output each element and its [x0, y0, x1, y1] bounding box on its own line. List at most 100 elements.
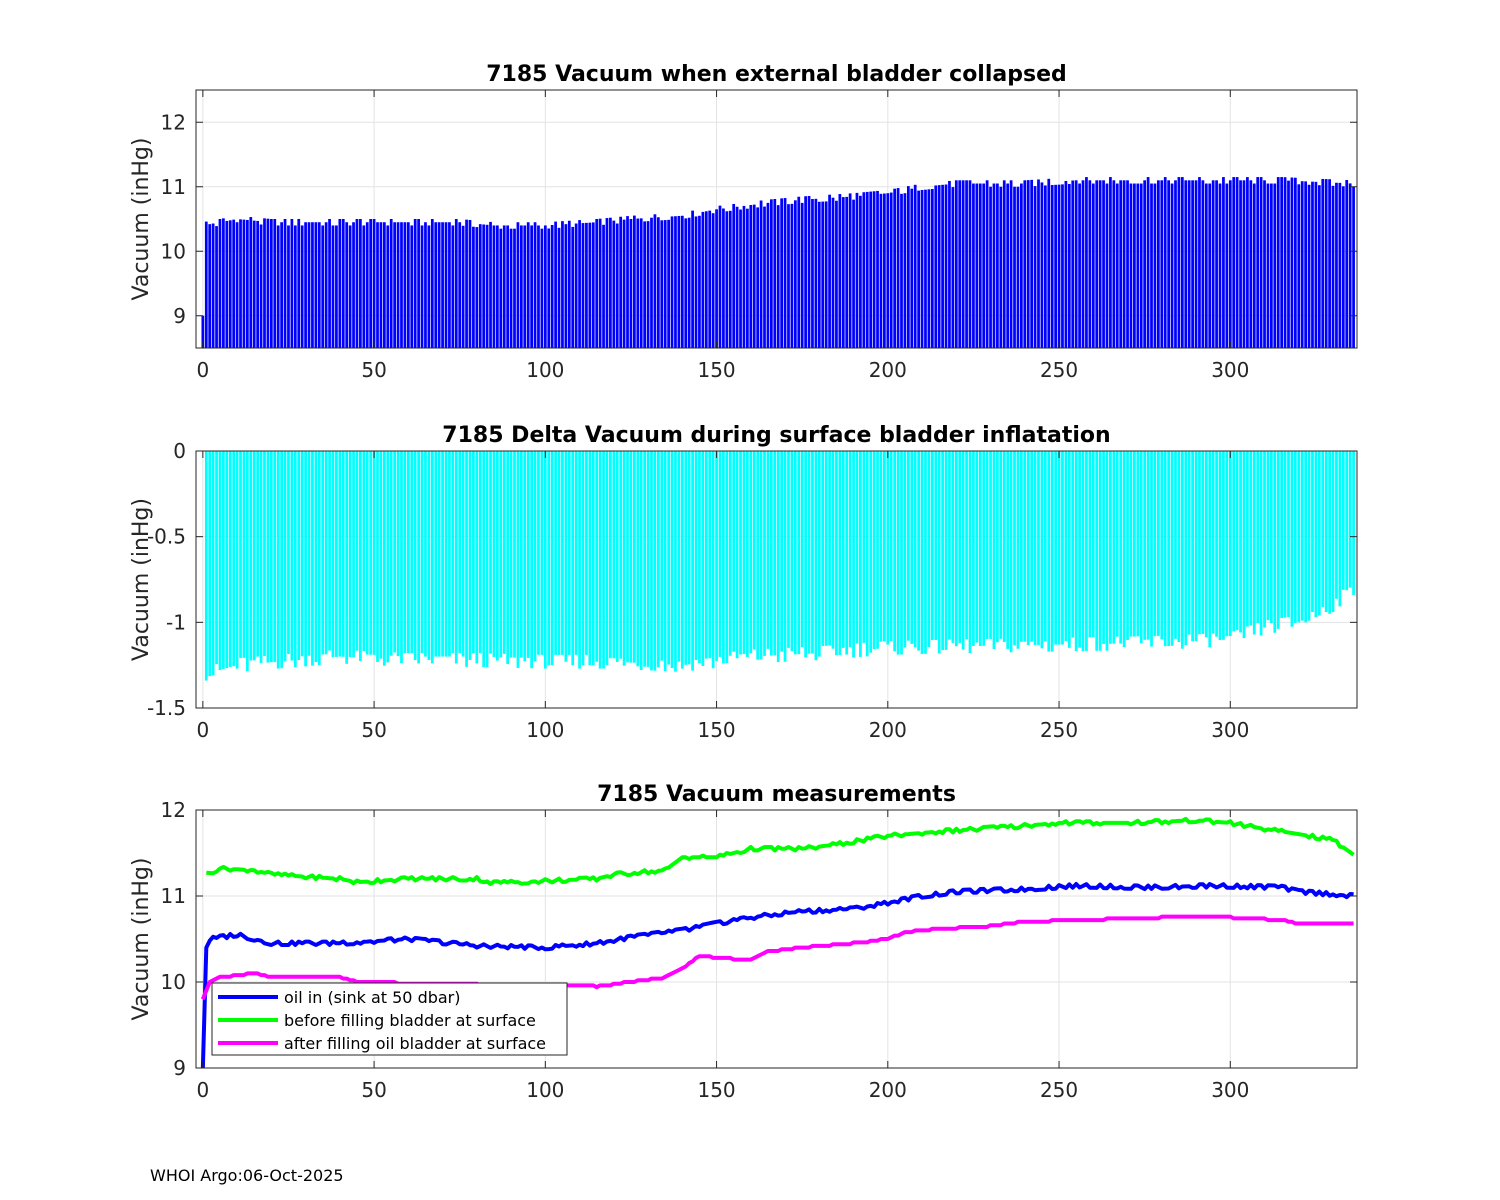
- bar: [1263, 451, 1266, 628]
- bar: [824, 451, 828, 646]
- bar: [1133, 183, 1136, 348]
- x-tick-label: 300: [1211, 1078, 1249, 1102]
- bar: [989, 186, 992, 348]
- bar: [814, 451, 818, 661]
- chart-vacuum-collapsed: 0 50 100 150 200 250 300 9 10 11 12 7185 Vacuum whe…: [129, 62, 1358, 382]
- bar: [420, 451, 424, 654]
- axes-frame: [195, 89, 1358, 349]
- bar: [855, 451, 859, 644]
- bar: [451, 451, 455, 654]
- bar: [1119, 180, 1123, 348]
- bar: [886, 451, 890, 645]
- bar: [954, 451, 958, 647]
- bar: [591, 451, 595, 666]
- bar: [1095, 451, 1099, 651]
- legend-label: after filling oil bladder at surface: [284, 1034, 546, 1053]
- bar: [331, 451, 335, 658]
- bar: [865, 191, 869, 348]
- bar: [859, 451, 862, 657]
- bar: [1112, 180, 1116, 348]
- bar: [1184, 180, 1188, 348]
- bar: [1249, 180, 1253, 348]
- bar: [1280, 177, 1284, 348]
- x-tick-label: 250: [1040, 718, 1078, 742]
- bar: [841, 451, 845, 648]
- bar: [482, 224, 486, 348]
- bar: [269, 219, 273, 348]
- bar: [1228, 180, 1232, 348]
- x-tick-label: 150: [697, 1078, 735, 1102]
- bar: [1283, 177, 1287, 348]
- bar: [633, 451, 636, 663]
- bar: [1218, 451, 1222, 640]
- bar: [876, 451, 879, 649]
- bar: [561, 221, 564, 348]
- bar: [1246, 177, 1249, 348]
- bar: [1348, 183, 1352, 348]
- bar: [1071, 451, 1075, 638]
- bar: [1270, 451, 1273, 624]
- bar: [314, 451, 318, 663]
- bar: [554, 221, 557, 348]
- bar: [965, 451, 968, 640]
- bar: [232, 219, 236, 348]
- bar: [263, 451, 266, 657]
- bar: [817, 201, 821, 348]
- bar: [513, 451, 516, 658]
- bar: [663, 451, 667, 672]
- y-tick-label: 9: [173, 1056, 186, 1080]
- bar: [1088, 451, 1092, 638]
- bar: [776, 205, 780, 348]
- bar: [406, 222, 410, 348]
- bar: [787, 451, 790, 648]
- bar: [1300, 181, 1304, 348]
- bar: [746, 208, 749, 348]
- bar: [1180, 177, 1184, 348]
- bar: [1341, 186, 1345, 348]
- x-tick-label: 50: [361, 1078, 386, 1102]
- bar: [242, 219, 246, 348]
- bar: [790, 451, 794, 652]
- bar: [543, 225, 547, 348]
- bar: [1143, 180, 1147, 348]
- bar: [437, 222, 441, 348]
- bar: [372, 451, 376, 655]
- bar: [259, 451, 263, 664]
- bar: [848, 193, 852, 348]
- bar: [1047, 178, 1051, 348]
- bar: [461, 451, 465, 657]
- bar: [728, 210, 732, 348]
- bar: [1235, 451, 1239, 631]
- bar: [650, 217, 653, 348]
- bar: [1174, 451, 1177, 639]
- bar: [338, 219, 342, 348]
- bar: [1136, 451, 1140, 637]
- bar: [677, 451, 681, 662]
- bar: [273, 451, 277, 663]
- bar: [605, 218, 609, 348]
- bar: [523, 451, 527, 662]
- bar: [595, 451, 599, 662]
- bar: [1215, 180, 1218, 348]
- bar: [461, 225, 465, 348]
- bar: [602, 451, 605, 669]
- bar: [222, 451, 225, 669]
- bar: [472, 226, 475, 348]
- bar: [1314, 181, 1318, 348]
- bar: [489, 451, 492, 654]
- bar: [776, 451, 780, 663]
- bar: [783, 198, 787, 348]
- bar: [1057, 184, 1061, 348]
- bar: [852, 451, 855, 658]
- bar: [502, 225, 506, 348]
- bar: [280, 451, 283, 669]
- bar: [674, 451, 677, 672]
- bar: [246, 451, 249, 672]
- bar: [1102, 180, 1105, 348]
- bar: [208, 224, 212, 348]
- bar: [975, 183, 979, 348]
- bar: [831, 197, 835, 348]
- bar: [485, 451, 489, 668]
- bar: [903, 451, 907, 648]
